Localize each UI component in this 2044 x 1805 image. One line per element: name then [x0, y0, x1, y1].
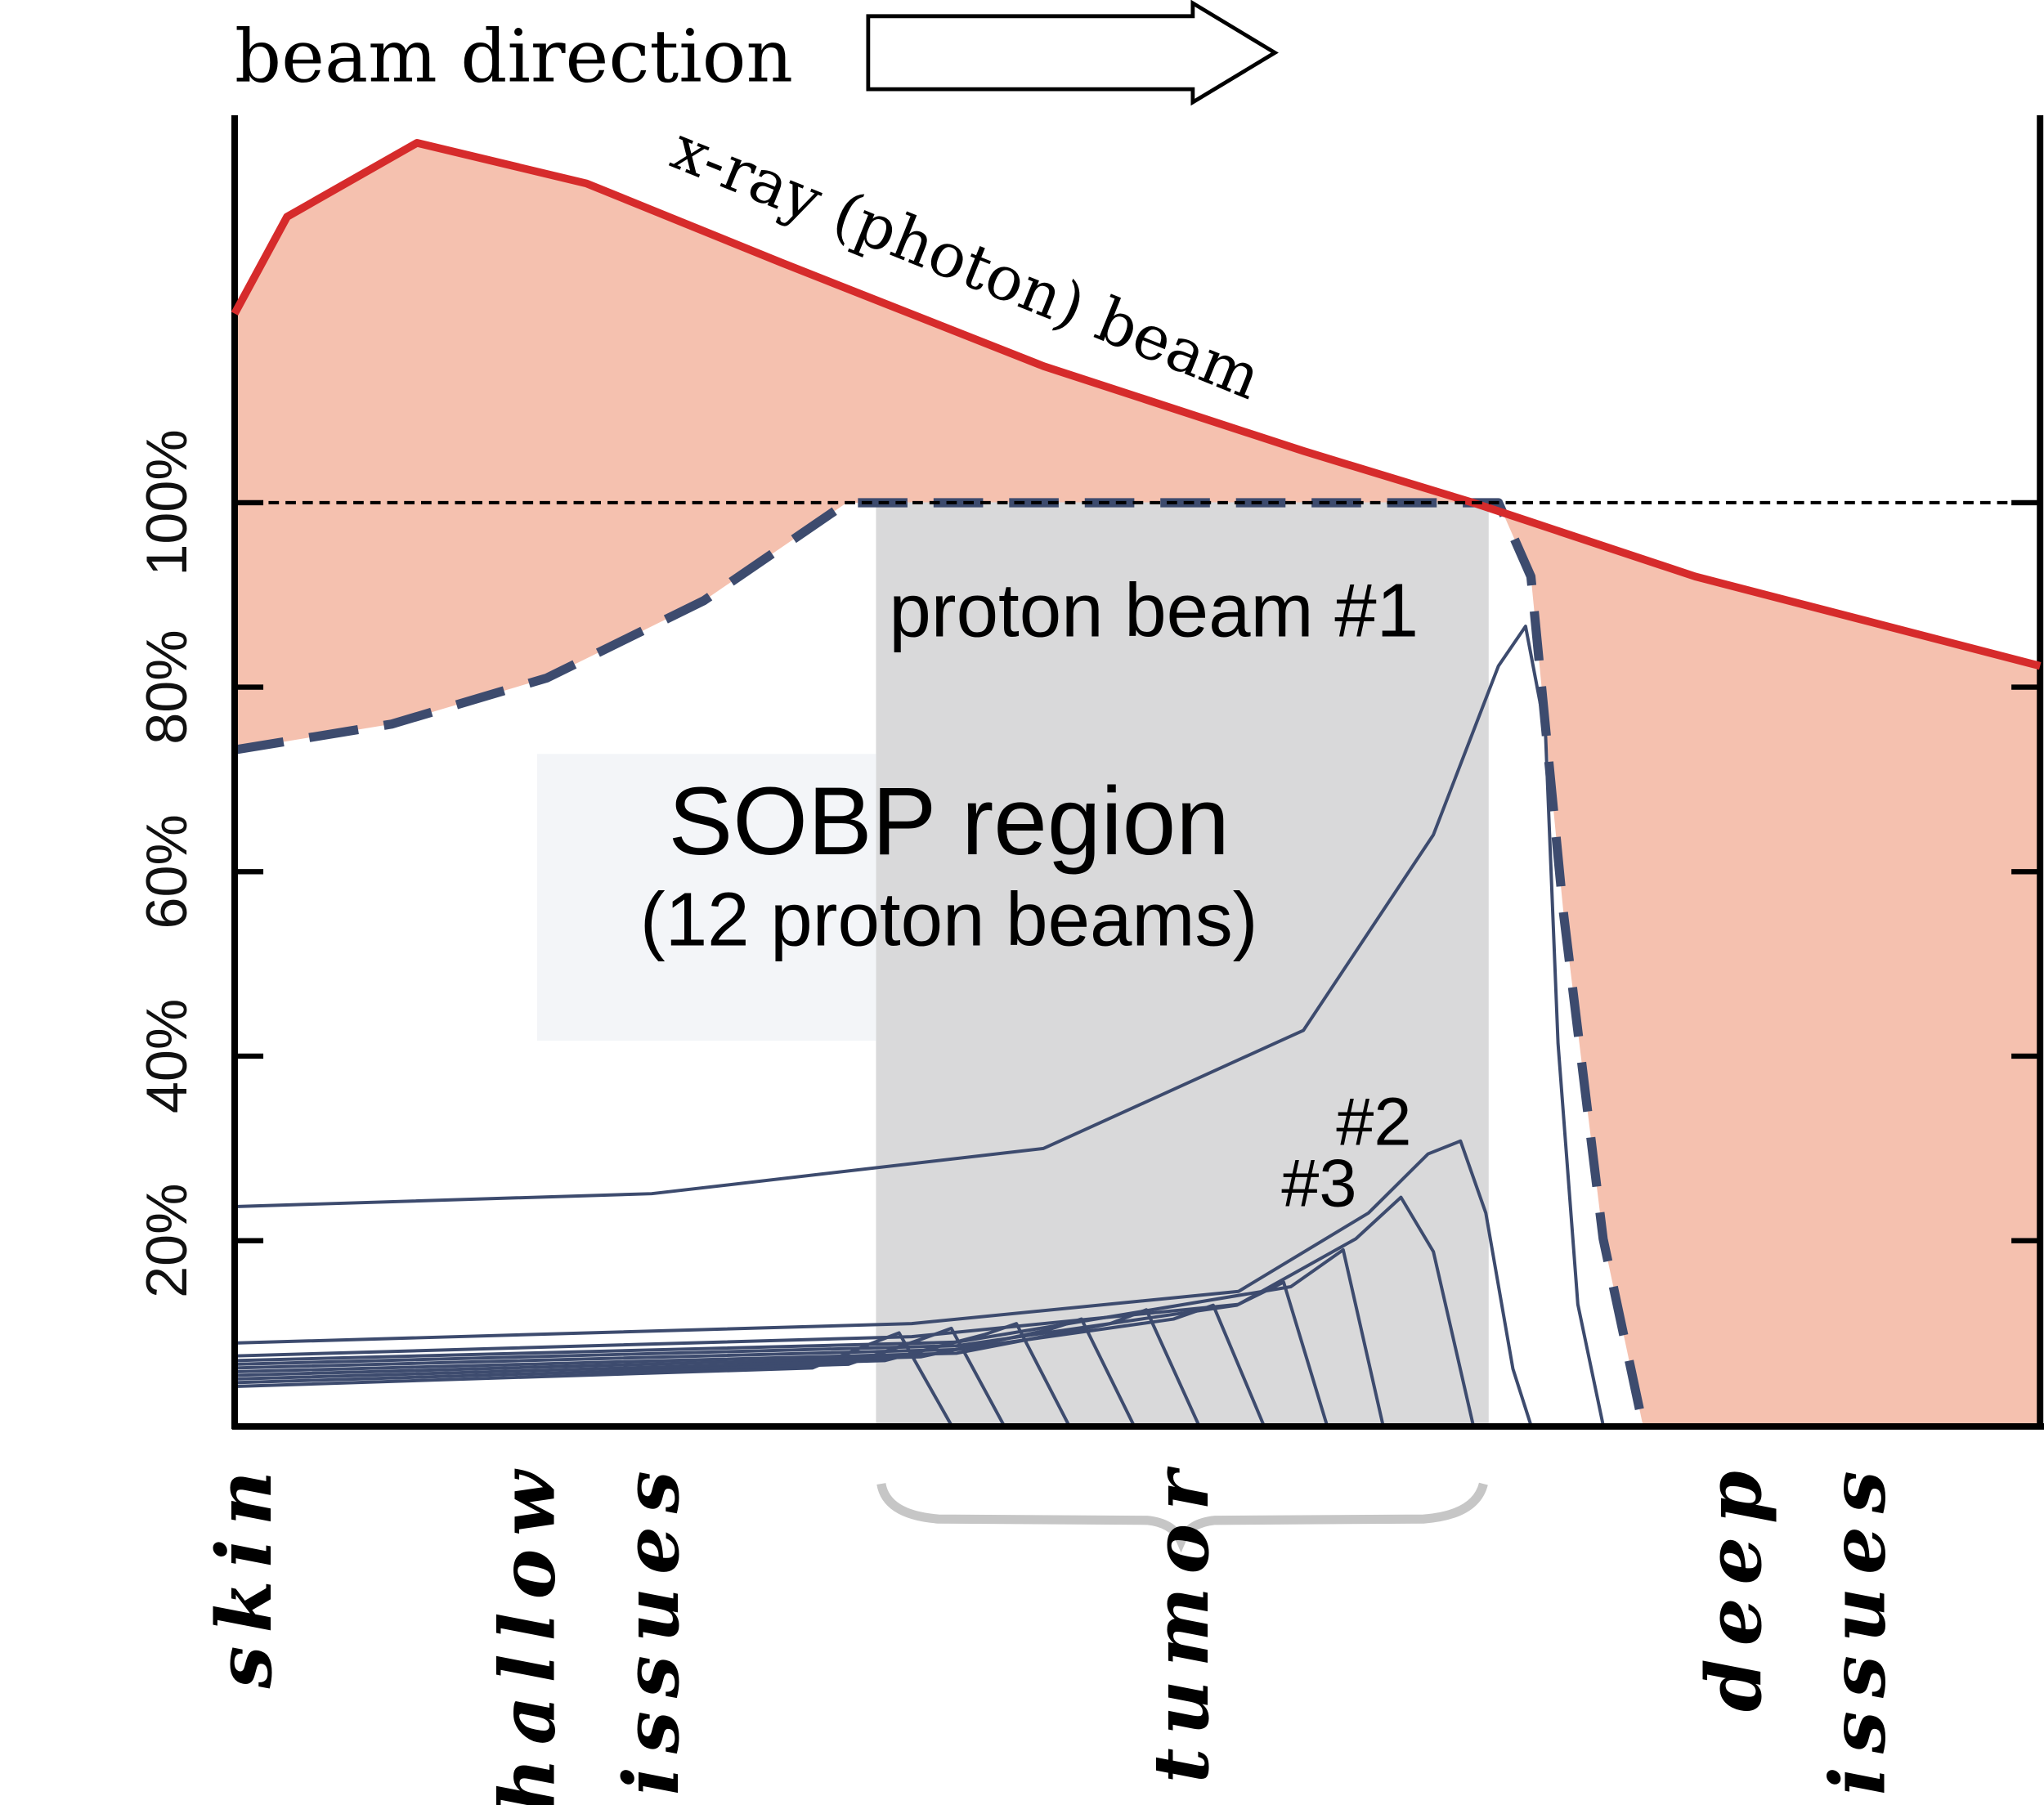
x-tick-label: tumor — [1136, 1458, 1226, 1783]
line-series — [234, 1139, 1533, 1426]
tumor-band — [876, 502, 1489, 1426]
annotation: (12 proton beams) — [640, 877, 1258, 962]
line-series — [234, 1195, 1475, 1426]
line-series — [234, 1317, 1136, 1427]
x-tick-label: skin — [199, 1458, 289, 1689]
tumor-brace — [876, 1482, 1488, 1553]
line-series — [234, 1280, 1329, 1426]
line-series — [234, 1331, 953, 1427]
y-tick-label: 40% — [134, 999, 199, 1113]
line-series — [234, 1322, 1071, 1427]
series-label: proton beam #1 — [889, 568, 1419, 653]
line-series — [234, 625, 1605, 1426]
lines — [234, 498, 1647, 1427]
label-backdrop — [536, 754, 876, 1041]
direction-arrow — [866, 0, 1279, 106]
ticks: 20% 40% 60% 80% 100% skin shallow tissues tumor d… — [134, 139, 2042, 1805]
annotation: #3 — [1281, 1144, 1356, 1221]
annotation: SOBP region — [669, 768, 1230, 876]
x-tick-label: deep tissues — [1689, 1458, 1902, 1805]
line-series — [234, 1308, 1201, 1427]
header: beam direction — [235, 15, 793, 100]
y-tick-label: 80% — [134, 629, 199, 744]
line-series — [234, 1247, 1385, 1426]
x-tick-label: shallow tissues — [483, 1458, 696, 1805]
line-series — [231, 139, 2042, 670]
y-tick-label: 100% — [134, 429, 199, 576]
annotation: #2 — [1336, 1084, 1411, 1160]
y-tick-label: 20% — [134, 1183, 199, 1297]
line-series — [234, 1303, 1266, 1427]
y-tick-label: 60% — [134, 814, 199, 929]
line-series — [234, 1326, 1006, 1427]
